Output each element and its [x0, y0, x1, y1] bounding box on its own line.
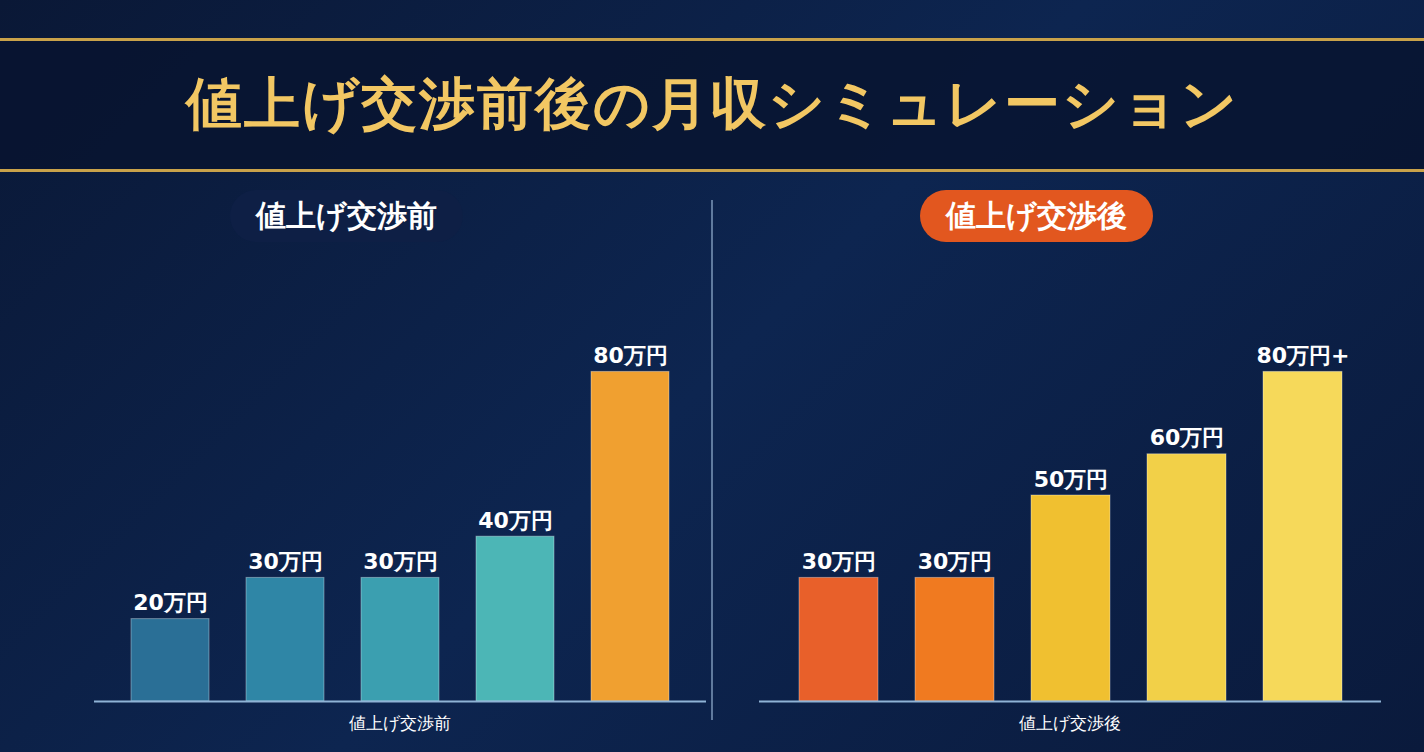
svg-text:50万円: 50万円	[1034, 467, 1109, 492]
html-text:値上げ交渉後: 値上げ交渉後	[1019, 713, 1121, 733]
svg-text:60万円: 60万円	[1150, 425, 1225, 450]
svg-text:20万円: 20万円	[133, 590, 208, 615]
html-text:値上げ交渉前後の月収シミュレーション: 値上げ交渉前後の月収シミュレーション	[185, 71, 1239, 136]
html-text:値上げ交渉後: 値上げ交渉後	[946, 197, 1127, 233]
svg-text:30万円: 30万円	[918, 549, 993, 574]
html-text:値上げ交渉前: 値上げ交渉前	[349, 713, 451, 733]
svg-text:80万円: 80万円	[593, 343, 668, 368]
svg-text:30万円: 30万円	[248, 549, 323, 574]
html-text:値上げ交渉前: 値上げ交渉前	[256, 197, 437, 233]
svg-text:80万円+: 80万円+	[1256, 343, 1349, 368]
svg-text:30万円: 30万円	[802, 549, 877, 574]
svg-text:30万円: 30万円	[363, 549, 438, 574]
svg-text:40万円: 40万円	[478, 508, 553, 533]
